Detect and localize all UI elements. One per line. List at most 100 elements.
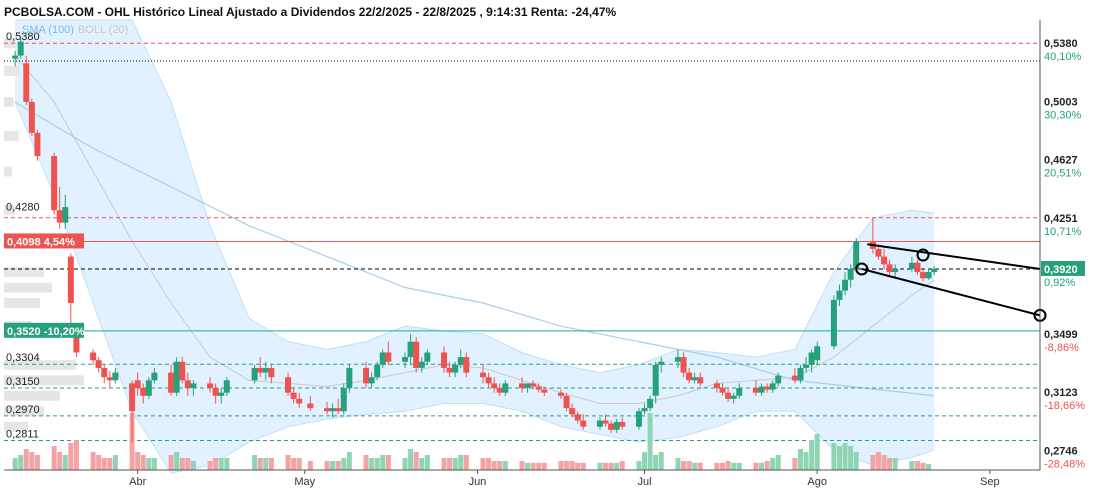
volume-bar	[458, 455, 464, 470]
volume-bar	[135, 452, 141, 470]
volume-bar	[497, 461, 503, 470]
volume-bar	[179, 458, 185, 470]
candle-body	[808, 352, 815, 365]
volume-bar	[887, 458, 893, 470]
right-axis-tick-label: 0,2746	[1044, 446, 1078, 458]
right-axis-pct-label: 20,51%	[1044, 168, 1082, 180]
volume-profile-bar	[4, 282, 52, 293]
volume-bar	[57, 452, 63, 470]
candle-body	[674, 357, 681, 362]
volume-bar	[536, 462, 542, 470]
left-price-box	[4, 233, 84, 249]
candle-body	[151, 372, 158, 381]
volume-bar	[647, 413, 653, 470]
volume-bar	[525, 462, 531, 470]
volume-bar	[736, 462, 742, 470]
volume-bar	[714, 462, 720, 470]
volume-bar	[881, 455, 887, 470]
volume-bar	[263, 458, 269, 470]
candle-body	[713, 383, 720, 389]
candle-body	[803, 364, 810, 368]
volume-bar	[502, 461, 508, 470]
volume-bar	[380, 455, 386, 470]
candle-body	[797, 367, 804, 381]
right-axis-pct-label: 10,71%	[1044, 226, 1082, 238]
volume-bar	[909, 461, 915, 470]
x-axis-tick-label: Abr	[129, 476, 146, 488]
volume-bar	[34, 455, 40, 470]
candle-body	[830, 299, 837, 347]
left-axis-tick-label: 0,2970	[6, 404, 40, 416]
volume-profile-bar	[4, 166, 12, 177]
candle-body	[335, 408, 342, 412]
volume-bar	[575, 462, 581, 470]
candle-body	[557, 392, 564, 396]
volume-profile-bar	[4, 390, 60, 401]
volume-bar	[569, 461, 575, 470]
candle-body	[769, 383, 776, 390]
candle-body	[892, 268, 899, 273]
volume-bar	[636, 461, 642, 470]
volume-bar	[558, 461, 564, 470]
candle-body	[569, 408, 576, 415]
candle-body	[28, 101, 35, 133]
volume-bar	[218, 458, 224, 470]
candle-body	[129, 383, 136, 412]
right-axis-pct-label: 40,10%	[1044, 51, 1082, 63]
candle-body	[920, 272, 927, 279]
candle-body	[23, 63, 30, 102]
volume-bar	[658, 452, 664, 470]
candle-body	[519, 383, 525, 389]
candle-body	[736, 388, 743, 396]
volume-profile-bar	[4, 66, 20, 77]
volume-profile-bar	[4, 297, 40, 308]
candle-body	[875, 248, 882, 257]
volume-bar	[764, 461, 770, 470]
right-axis-tick-label: 0,4627	[1044, 155, 1078, 167]
candle-body	[491, 383, 498, 389]
left-price-box	[4, 322, 84, 338]
volume-bar	[731, 462, 737, 470]
volume-profile-bar	[4, 96, 14, 107]
candle-body	[563, 395, 570, 409]
candle-body	[441, 352, 448, 368]
volume-bar	[447, 458, 453, 470]
volume-bar	[385, 455, 391, 470]
volume-profile-bar	[4, 205, 16, 216]
x-axis-tick-label: Jul	[638, 476, 652, 488]
volume-bar	[720, 462, 726, 470]
candle-body	[446, 367, 453, 373]
volume-bar	[580, 462, 586, 470]
candle-body	[179, 361, 186, 381]
volume-bar	[335, 461, 341, 470]
candle-body	[725, 392, 732, 399]
volume-bar	[530, 462, 536, 470]
candle-body	[886, 264, 893, 273]
candle-body	[814, 346, 821, 361]
left-axis-tick-label: 0,5380	[6, 31, 40, 43]
candle-body	[56, 210, 63, 223]
chart-title: PCBOLSA.COM - OHL Histórico Lineal Ajust…	[4, 5, 617, 19]
candle-body	[379, 352, 386, 365]
candle-body	[719, 388, 726, 393]
volume-bar	[619, 461, 625, 470]
candle-body	[257, 367, 264, 373]
right-axis-tick-label: 0,5003	[1044, 96, 1078, 108]
volume-bar	[853, 452, 859, 470]
volume-bar	[653, 455, 659, 470]
candle-body	[842, 279, 849, 291]
volume-bar	[419, 458, 425, 470]
volume-bar	[875, 452, 881, 470]
left-axis-tick-label: 0,4280	[6, 201, 40, 213]
volume-bar	[770, 458, 776, 470]
volume-bar	[614, 462, 620, 470]
volume-bar	[564, 461, 570, 470]
volume-bar	[73, 440, 79, 470]
candle-body	[647, 398, 654, 409]
volume-bar	[96, 455, 102, 470]
candle-body	[496, 388, 503, 393]
volume-bar	[463, 455, 469, 470]
volume-bar	[18, 455, 24, 470]
candle-body	[324, 408, 331, 412]
candle-body	[452, 364, 459, 373]
